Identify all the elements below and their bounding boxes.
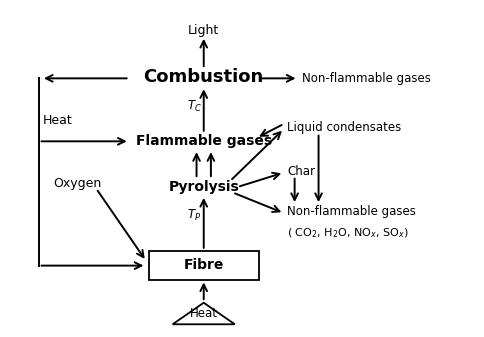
Text: Oxygen: Oxygen xyxy=(53,177,101,190)
Text: Pyrolysis: Pyrolysis xyxy=(168,180,239,194)
Text: $T_P$: $T_P$ xyxy=(187,208,201,223)
Text: Non-flammable gases: Non-flammable gases xyxy=(302,72,431,85)
Text: Light: Light xyxy=(188,25,219,37)
Text: Non-flammable gases: Non-flammable gases xyxy=(287,205,416,218)
Text: Heat: Heat xyxy=(43,114,73,127)
Text: Fibre: Fibre xyxy=(183,258,224,272)
Text: $T_C$: $T_C$ xyxy=(187,99,202,114)
FancyBboxPatch shape xyxy=(149,251,259,279)
Text: Liquid condensates: Liquid condensates xyxy=(287,121,402,133)
Text: Heat: Heat xyxy=(190,307,218,320)
Text: Flammable gases: Flammable gases xyxy=(136,134,272,148)
Text: Combustion: Combustion xyxy=(144,68,264,86)
Text: Char: Char xyxy=(287,165,316,178)
Text: ( CO$_2$, H$_2$O, NO$_x$, SO$_x$): ( CO$_2$, H$_2$O, NO$_x$, SO$_x$) xyxy=(287,226,409,240)
